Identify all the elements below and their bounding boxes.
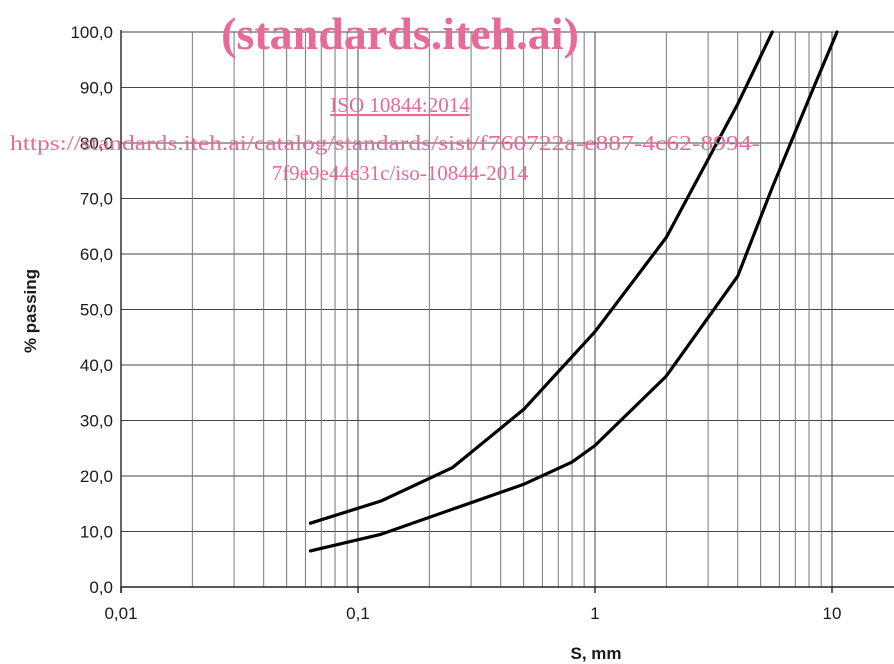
y-tick-label: 10,0 [80, 523, 113, 542]
watermark-url-line2[interactable]: 7f9e9e44e31c/iso-10844-2014 [272, 161, 529, 185]
y-tick-label: 90,0 [80, 79, 113, 98]
x-tick-label: 10 [823, 604, 842, 623]
y-tick-label: 0,0 [89, 578, 113, 597]
chart-series [308, 30, 839, 553]
watermark-title: (standards.iteh.ai) [221, 8, 579, 59]
y-tick-label: 50,0 [80, 301, 113, 320]
y-tick-label: 20,0 [80, 467, 113, 486]
y-tick-label: 70,0 [80, 190, 113, 209]
series-line-2 [308, 30, 839, 553]
watermark-url-line1[interactable]: https://standards.iteh.ai/catalog/standa… [10, 131, 760, 155]
y-axis-label: % passing [21, 269, 40, 353]
y-tick-label: 80,0 [80, 134, 113, 153]
y-tick-label: 40,0 [80, 356, 113, 375]
x-tick-labels: 0,01 0,1 1 10 [104, 604, 841, 623]
y-tick-label: 30,0 [80, 412, 113, 431]
x-tick-label: 1 [590, 604, 599, 623]
y-tick-label: 60,0 [80, 245, 113, 264]
watermark-doc-id[interactable]: ISO 10844:2014 [330, 93, 470, 117]
chart-grid [120, 31, 894, 588]
series-line-1 [308, 30, 774, 525]
y-tick-labels: 0,0 10,0 20,0 30,0 40,0 50,0 60,0 70,0 80,0 90,0 1… [70, 23, 113, 597]
y-tick-label: 100,0 [70, 23, 113, 42]
x-tick-label: 0,1 [346, 604, 370, 623]
x-axis-label: S, mm [570, 644, 621, 663]
x-tick-label: 0,01 [104, 604, 137, 623]
watermark: (standards.iteh.ai) ISO 10844:2014 https… [10, 8, 760, 185]
chart-axes [120, 30, 894, 593]
